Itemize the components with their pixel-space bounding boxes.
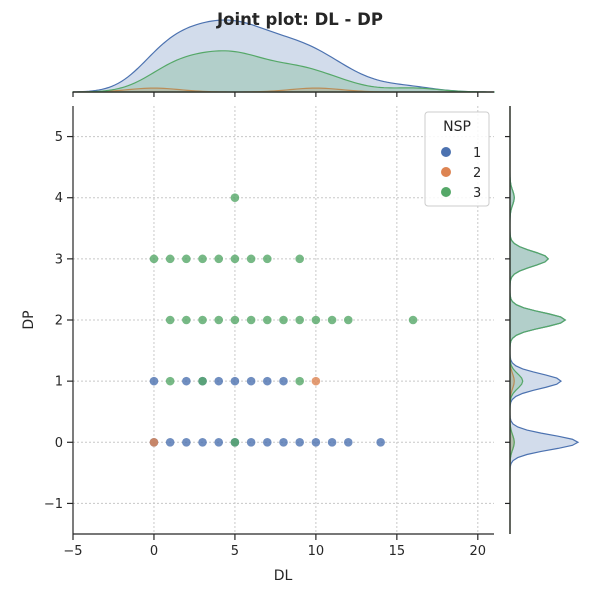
data-point-nsp-1 [230,376,240,386]
data-point-nsp-3 [198,376,207,386]
marginal-y-density [505,106,580,534]
axes: −5 0 5 10 15 20 −1 0 1 2 3 4 5 [44,106,494,559]
data-point-nsp-3 [230,315,240,325]
data-point-nsp-3 [182,315,191,325]
data-point-nsp-3 [182,254,191,264]
y-tick-label: 1 [55,375,63,390]
data-point-nsp-3 [343,315,353,325]
data-point-nsp-1 [263,437,272,447]
data-point-nsp-1 [198,437,207,447]
data-point-nsp-1 [279,437,288,447]
chart-title: Joint plot: DL - DP [216,10,383,29]
marginal-y-density-nsp-3 [509,106,567,534]
data-point-nsp-3 [149,254,159,264]
data-point-nsp-3 [295,254,304,264]
y-axis-label: DP [21,310,37,329]
data-point-nsp-3 [311,315,321,325]
data-point-nsp-3 [327,315,337,325]
data-point-nsp-3 [246,315,256,325]
data-point-nsp-1 [376,437,385,447]
x-tick-label: 0 [150,544,158,559]
data-point-nsp-3 [214,254,224,264]
x-axis-label: DL [274,568,293,584]
data-point-nsp-3 [198,315,207,325]
y-tick-label: 0 [55,436,63,451]
legend: NSP 1 2 3 [424,111,490,207]
x-tick-label: 10 [308,544,325,559]
data-point-nsp-1 [343,437,353,447]
data-point-nsp-3 [246,254,256,264]
data-point-nsp-3 [295,376,304,386]
data-point-nsp-3 [165,315,175,325]
marginal-x-density-nsp-3 [72,50,495,93]
legend-marker-1 [441,147,451,157]
x-tick-label: 15 [389,544,406,559]
x-tick-label: 5 [231,544,239,559]
data-point-nsp-3 [279,315,288,325]
data-point-nsp-2 [149,437,159,447]
x-tick-label: 20 [470,544,487,559]
data-point-nsp-1 [149,376,159,386]
x-tick-label: −5 [63,544,82,559]
data-point-nsp-1 [182,437,191,447]
data-point-nsp-1 [311,437,321,447]
data-point-nsp-1 [246,376,256,386]
data-point-nsp-1 [165,437,175,447]
y-tick-label: 5 [55,130,63,145]
data-point-nsp-3 [165,376,175,386]
data-point-nsp-3 [263,254,272,264]
legend-marker-2 [441,167,451,177]
legend-label-1: 1 [473,146,481,161]
data-point-nsp-1 [279,376,288,386]
data-point-nsp-3 [230,193,240,203]
legend-marker-3 [441,187,451,197]
data-point-nsp-3 [263,315,272,325]
data-point-nsp-2 [311,376,321,386]
legend-label-2: 2 [473,166,481,181]
marginal-x-density-total [72,19,495,93]
data-point-nsp-3 [295,315,304,325]
legend-title: NSP [443,119,471,135]
data-point-nsp-3 [198,254,207,264]
data-point-nsp-1 [214,376,224,386]
data-point-nsp-1 [263,376,272,386]
scatter-points [149,193,418,447]
marginal-x-density [72,19,495,97]
data-point-nsp-3 [214,315,224,325]
legend-frame [424,111,490,207]
y-tick-label: 2 [55,314,63,329]
data-point-nsp-3 [230,254,240,264]
y-tick-label: 3 [55,252,63,267]
data-point-nsp-1 [214,437,224,447]
data-point-nsp-3 [165,254,175,264]
data-point-nsp-1 [295,437,304,447]
legend-label-3: 3 [473,186,481,201]
data-point-nsp-1 [246,437,256,447]
data-point-nsp-3 [408,315,418,325]
y-tick-label: 4 [55,191,63,206]
data-point-nsp-1 [182,376,191,386]
data-point-nsp-1 [327,437,337,447]
y-tick-label: −1 [44,497,63,512]
data-point-nsp-3 [230,437,240,447]
